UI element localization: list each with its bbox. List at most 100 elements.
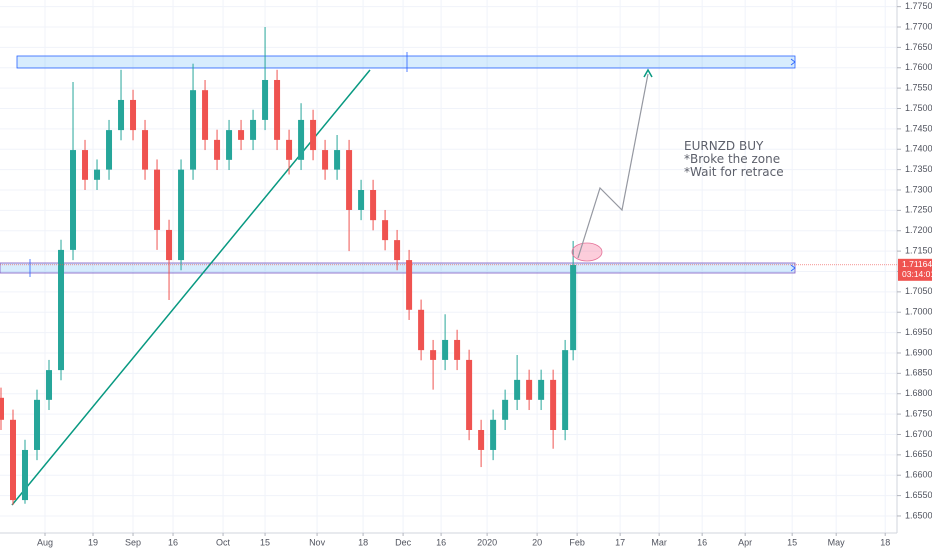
y-tick-label: 1.76000 xyxy=(905,62,932,72)
x-tick-label: 15 xyxy=(260,537,270,547)
candle-body xyxy=(298,119,305,160)
x-tick-label: Aug xyxy=(37,537,53,547)
candle-body xyxy=(346,150,353,210)
candle-body xyxy=(538,379,545,400)
candle-body xyxy=(118,99,125,131)
candle-body xyxy=(310,119,317,151)
x-tick-label: May xyxy=(828,537,846,547)
projection-arrowhead xyxy=(643,68,653,78)
y-tick-label: 1.65000 xyxy=(905,510,932,520)
x-tick-label: Feb xyxy=(569,537,585,547)
x-tick-label: Sep xyxy=(125,537,141,547)
y-tick-label: 1.71500 xyxy=(905,245,932,255)
candle-body xyxy=(370,189,377,221)
y-tick-label: 1.73000 xyxy=(905,184,932,194)
y-tick-label: 1.65500 xyxy=(905,490,932,500)
y-tick-label: 1.73500 xyxy=(905,164,932,174)
candle-body xyxy=(70,150,77,250)
x-tick-label: 19 xyxy=(88,537,98,547)
candle-body xyxy=(82,150,89,180)
candle-body xyxy=(262,79,269,120)
candle-body xyxy=(166,229,173,261)
candle-body xyxy=(22,449,29,501)
candle-body xyxy=(130,99,137,131)
x-tick-label: 2020 xyxy=(477,537,497,547)
candle-body xyxy=(322,150,329,170)
y-tick-label: 1.69000 xyxy=(905,347,932,357)
y-tick-label: 1.69500 xyxy=(905,327,932,337)
x-tick-label: Mar xyxy=(651,537,667,547)
resistance-zone xyxy=(16,55,796,69)
candle-body xyxy=(514,379,521,400)
candle-body xyxy=(190,90,197,170)
y-tick-label: 1.70000 xyxy=(905,307,932,317)
candle-body xyxy=(526,379,533,400)
y-tick-label: 1.66000 xyxy=(905,470,932,480)
candle-body xyxy=(202,90,209,140)
zone-arrow xyxy=(790,264,796,272)
y-tick-label: 1.67000 xyxy=(905,429,932,439)
candle-body xyxy=(454,339,461,360)
zone-arrow xyxy=(790,58,796,66)
y-tick-label: 1.68000 xyxy=(905,388,932,398)
y-tick-label: 1.72000 xyxy=(905,225,932,235)
candle-body xyxy=(570,264,577,351)
x-tick-label: 17 xyxy=(615,537,625,547)
candle-body xyxy=(94,169,101,180)
candle-body xyxy=(418,309,425,351)
x-tick-label: 20 xyxy=(532,537,542,547)
x-tick-label: 16 xyxy=(436,537,446,547)
x-tick-label: 15 xyxy=(787,537,797,547)
candle-body xyxy=(502,399,509,420)
y-tick-label: 1.67500 xyxy=(905,408,932,418)
y-tick-label: 1.74500 xyxy=(905,123,932,133)
last-price-label: 1.71164 xyxy=(902,259,932,269)
y-tick-label: 1.66500 xyxy=(905,449,932,459)
projection-path xyxy=(577,73,649,259)
candle-body xyxy=(334,150,341,170)
candle-body xyxy=(550,379,557,430)
candle-body xyxy=(286,139,293,160)
highlight-ellipse xyxy=(571,242,603,262)
candle-body xyxy=(0,397,5,420)
candle-body xyxy=(58,249,65,371)
candle-body xyxy=(10,419,17,501)
x-tick-label: 16 xyxy=(168,537,178,547)
x-tick-label: Apr xyxy=(738,537,752,547)
x-tick-label: Nov xyxy=(309,537,326,547)
candle-body xyxy=(490,419,497,450)
y-tick-label: 1.76500 xyxy=(905,42,932,52)
candle-body xyxy=(226,130,233,160)
candle-body xyxy=(178,169,185,261)
x-tick-label: Dec xyxy=(395,537,412,547)
y-tick-label: 1.77500 xyxy=(905,1,932,11)
countdown-label: 03:14:01 xyxy=(902,269,932,279)
last-price-box xyxy=(898,258,932,281)
y-tick-label: 1.77000 xyxy=(905,21,932,31)
candle-body xyxy=(478,429,485,450)
candle-body xyxy=(406,260,413,310)
candle-body xyxy=(142,130,149,170)
y-tick-label: 1.75000 xyxy=(905,103,932,113)
annotation: EURNZD BUY xyxy=(684,139,764,153)
candle-body xyxy=(466,359,473,430)
y-tick-label: 1.70500 xyxy=(905,286,932,296)
candle-body xyxy=(394,240,401,261)
candle-body xyxy=(106,130,113,170)
candle-body xyxy=(382,220,389,241)
candle-body xyxy=(430,350,437,360)
candle-body xyxy=(154,169,161,230)
x-tick-label: Oct xyxy=(216,537,231,547)
candle-body xyxy=(358,189,365,210)
candle-body xyxy=(46,370,53,400)
candle-body xyxy=(34,399,41,450)
x-tick-label: 16 xyxy=(697,537,707,547)
candle-body xyxy=(214,139,221,160)
candle-body xyxy=(238,130,245,140)
candle-body xyxy=(250,119,257,140)
candle-body xyxy=(562,350,569,430)
candle-body xyxy=(442,339,449,360)
x-tick-label: 18 xyxy=(880,537,890,547)
